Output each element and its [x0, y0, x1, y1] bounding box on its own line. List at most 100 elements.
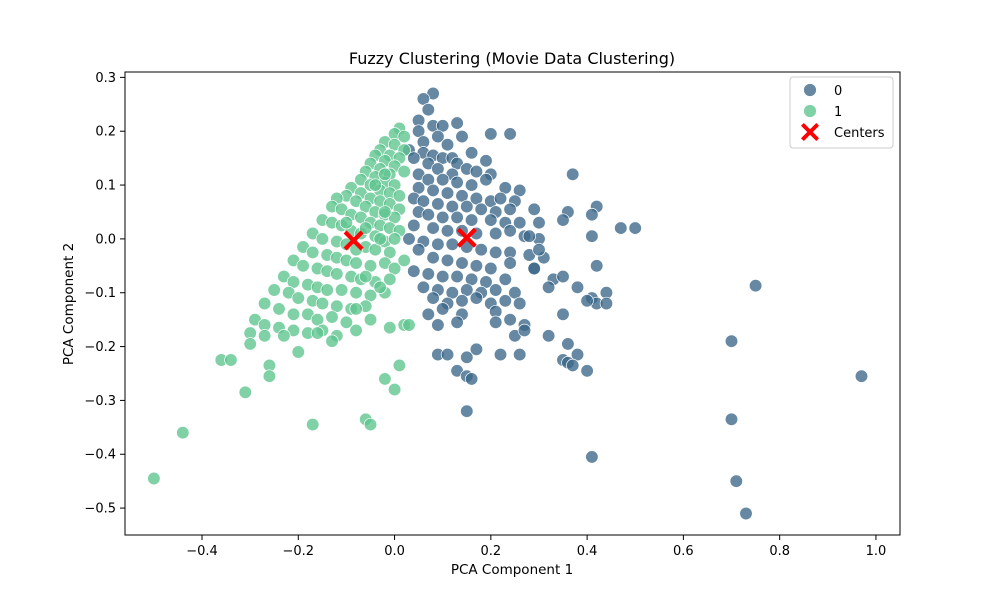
- scatter-point-series-0: [585, 450, 599, 464]
- x-axis-ticks: −0.4 −0.2 0.0 0.2 0.4 0.6 0.8 1.0: [186, 535, 886, 559]
- scatter-point-series-1: [397, 253, 411, 268]
- cluster-center-marker: [456, 227, 477, 248]
- y-tick-label: 0.0: [95, 232, 116, 247]
- scatter-point-series-1: [286, 307, 301, 321]
- scatter-point-series-0: [455, 294, 469, 308]
- scatter-point-series-0: [469, 291, 484, 305]
- scatter-point-series-0: [450, 210, 464, 225]
- scatter-point-series-0: [421, 103, 435, 117]
- scatter-point-series-0: [484, 261, 498, 276]
- x-tick-label: −0.4: [186, 544, 218, 559]
- scatter-point-series-1: [325, 334, 339, 348]
- scatter-point-series-0: [464, 178, 479, 192]
- scatter-point-series-1: [349, 302, 363, 316]
- cluster-center-marker: [343, 230, 364, 251]
- scatter-point-series-1: [373, 280, 387, 294]
- x-axis-label: PCA Component 1: [451, 562, 573, 578]
- scatter-point-series-0: [532, 243, 546, 257]
- scatter-point-series-0: [854, 369, 869, 383]
- scatter-point-series-0: [426, 251, 440, 265]
- scatter-point-series-1: [330, 267, 344, 281]
- scatter-point-series-1: [315, 296, 330, 311]
- scatter-point-series-0: [474, 243, 488, 257]
- scatter-point-series-0: [460, 404, 474, 418]
- scatter-point-series-0: [469, 259, 484, 273]
- legend-box: [789, 76, 894, 149]
- scatter-point-series-1: [243, 337, 257, 351]
- scatter-point-series-0: [556, 307, 570, 321]
- scatter-point-series-0: [469, 342, 484, 356]
- legend: 0 1 Centers: [789, 76, 894, 149]
- scatter-point-series-1: [383, 321, 397, 335]
- scatter-point-series-1: [306, 417, 320, 432]
- scatter-point-series-1: [349, 323, 363, 338]
- scatter-point-series-1: [257, 329, 272, 343]
- scatter-point-series-0: [416, 280, 431, 294]
- scatter-point-series-0: [503, 313, 517, 327]
- scatter-point-series-0: [739, 506, 753, 521]
- scatter-point-series-1: [315, 232, 330, 246]
- scatter-point-series-0: [513, 216, 527, 230]
- scatter-point-series-0: [724, 412, 739, 426]
- scatter-point-series-0: [450, 269, 464, 284]
- scatter-point-series-1: [147, 471, 161, 486]
- y-tick-label: −0.3: [84, 394, 116, 409]
- scatter-point-series-0: [411, 243, 426, 257]
- scatter-point-series-0: [590, 259, 604, 273]
- scatter-point-series-0: [556, 213, 570, 227]
- scatter-point-series-0: [460, 199, 474, 214]
- scatter-point-series-1: [325, 310, 339, 324]
- scatter-point-series-0: [522, 229, 536, 243]
- scatter-point-series-0: [489, 226, 503, 241]
- y-tick-label: 0.1: [95, 179, 116, 194]
- y-tick-label: −0.2: [84, 340, 116, 355]
- scatter-point-series-0: [566, 167, 580, 181]
- scatter-point-series-0: [493, 347, 508, 362]
- scatter-point-series-1: [387, 382, 402, 397]
- scatter-point-series-0: [436, 302, 450, 316]
- scatter-point-series-0: [527, 202, 541, 216]
- scatter-point-series-1: [397, 164, 411, 179]
- scatter-point-series-0: [479, 154, 493, 168]
- scatter-point-series-0: [440, 138, 455, 152]
- scatter-point-series-0: [503, 224, 517, 238]
- scatter-point-series-0: [489, 283, 503, 297]
- scatter-point-series-1: [368, 178, 382, 192]
- scatter-point-series-0: [561, 337, 575, 351]
- scatter-point-series-1: [257, 296, 272, 311]
- scatter-point-series-0: [407, 264, 421, 278]
- scatter-point-series-0: [464, 213, 479, 227]
- scatter-point-series-1: [349, 286, 363, 300]
- scatter-point-series-1: [267, 283, 281, 297]
- scatter-point-series-0: [566, 358, 580, 373]
- scatter-point-series-0: [570, 280, 585, 294]
- scatter-point-series-1: [291, 291, 305, 305]
- scatter-point-series-0: [421, 208, 435, 222]
- scatter-point-series-1: [238, 385, 252, 399]
- scatter-point-series-0: [407, 151, 421, 165]
- scatter-point-series-0: [464, 372, 479, 386]
- scatter-point-series-0: [503, 202, 517, 216]
- scatter-point-series-1: [359, 221, 373, 235]
- chart-title: Fuzzy Clustering (Movie Data Clustering): [349, 49, 675, 68]
- scatter-point-series-0: [445, 237, 459, 251]
- scatter-point-series-0: [599, 296, 614, 311]
- scatter-point-series-0: [585, 208, 599, 222]
- scatter-point-series-0: [580, 364, 594, 378]
- y-axis-ticks: −0.5 −0.4 −0.3 −0.2 −0.1 0.0 0.1 0.2 0.3: [84, 71, 125, 517]
- scatter-point-series-0: [407, 218, 421, 233]
- scatter-point-series-0: [455, 129, 469, 144]
- scatter-point-series-1: [378, 167, 392, 181]
- scatter-point-series-0: [464, 146, 479, 160]
- scatter-point-series-0: [431, 129, 445, 144]
- scatter-point-series-0: [436, 210, 450, 225]
- legend-label-centers: Centers: [834, 126, 885, 141]
- scatter-point-series-0: [469, 164, 484, 179]
- scatter-point-series-0: [416, 92, 431, 106]
- scatter-point-series-0: [474, 202, 488, 216]
- legend-label-series-1: 1: [834, 105, 842, 120]
- scatter-point-series-0: [729, 474, 743, 488]
- scatter-point-series-1: [397, 129, 411, 144]
- scatter-point-series-0: [440, 347, 455, 362]
- scatter-point-series-1: [291, 345, 305, 359]
